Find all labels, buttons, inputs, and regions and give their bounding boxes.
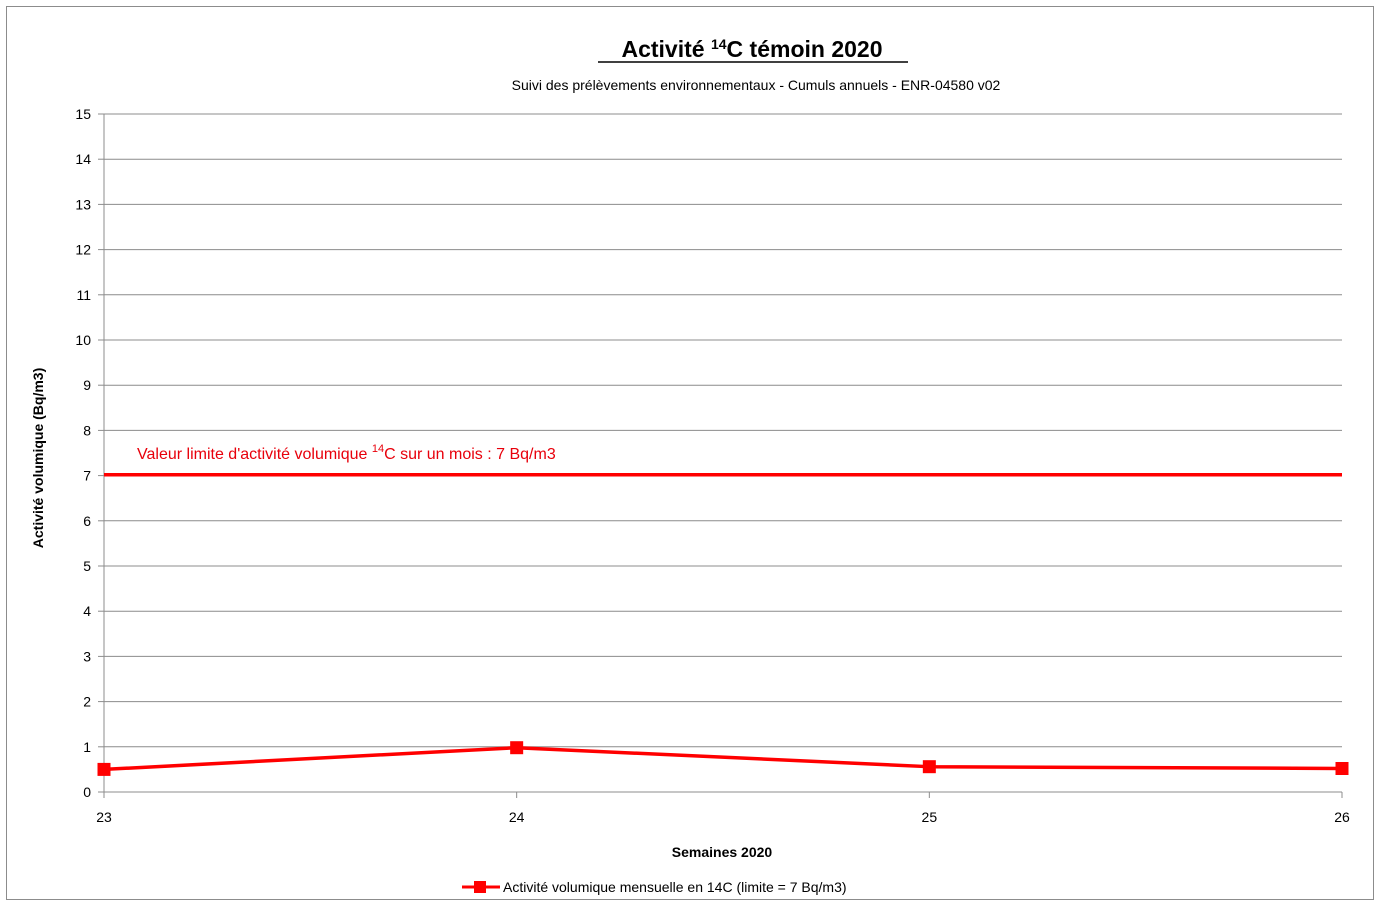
x-tick-label: 26 <box>1334 809 1350 825</box>
legend: Activité volumique mensuelle en 14C (lim… <box>462 879 847 895</box>
legend-marker-swatch <box>474 881 486 893</box>
chart-subtitle: Suivi des prélèvements environnementaux … <box>512 77 1001 93</box>
limit-label-superscript: 14 <box>372 443 384 455</box>
x-tick-label: 25 <box>922 809 938 825</box>
y-tick-label: 11 <box>76 287 91 303</box>
series-group <box>97 741 1349 776</box>
data-point-marker <box>922 760 936 774</box>
y-tick-label: 0 <box>83 784 91 800</box>
chart-title-superscript: 14 <box>711 36 727 52</box>
y-tick-label: 7 <box>83 468 91 484</box>
limit-line-label: Valeur limite d'activité volumique 14C s… <box>137 443 556 463</box>
y-tick-label: 13 <box>75 196 91 212</box>
legend-label: Activité volumique mensuelle en 14C (lim… <box>503 879 847 895</box>
y-tick-label: 2 <box>83 694 91 710</box>
y-tick-label: 12 <box>75 242 91 258</box>
y-tick-label: 5 <box>83 558 91 574</box>
chart-frame <box>6 6 1374 900</box>
limit-label-suffix: C sur un mois : 7 Bq/m3 <box>384 446 556 463</box>
chart-title-prefix: Activité <box>621 36 710 62</box>
y-tick-label: 3 <box>83 648 91 664</box>
axes <box>98 113 1343 798</box>
x-tick-label: 23 <box>96 809 112 825</box>
limit-label-prefix: Valeur limite d'activité volumique <box>137 446 372 463</box>
data-point-marker <box>1335 761 1349 775</box>
y-tick-label: 8 <box>83 422 91 438</box>
x-tick-labels: 23 24 25 26 <box>96 809 1350 825</box>
y-tick-label: 4 <box>83 603 91 619</box>
chart-title: Activité 14C témoin 2020 <box>621 36 882 62</box>
y-tick-label: 1 <box>83 739 91 755</box>
data-point-marker <box>97 762 111 776</box>
y-tick-label: 15 <box>75 106 91 122</box>
y-tick-label: 10 <box>75 332 91 348</box>
y-tick-label: 9 <box>83 377 91 393</box>
chart-title-suffix: C témoin 2020 <box>727 36 883 62</box>
series-line <box>103 745 1343 772</box>
gridlines <box>104 113 1342 748</box>
y-tick-label: 6 <box>83 513 91 529</box>
data-point-marker <box>510 741 524 755</box>
x-axis-title: Semaines 2020 <box>672 844 773 860</box>
y-axis-title: Activité volumique (Bq/m3) <box>30 368 46 548</box>
x-tick-label: 24 <box>509 809 525 825</box>
y-tick-label: 14 <box>75 151 91 167</box>
